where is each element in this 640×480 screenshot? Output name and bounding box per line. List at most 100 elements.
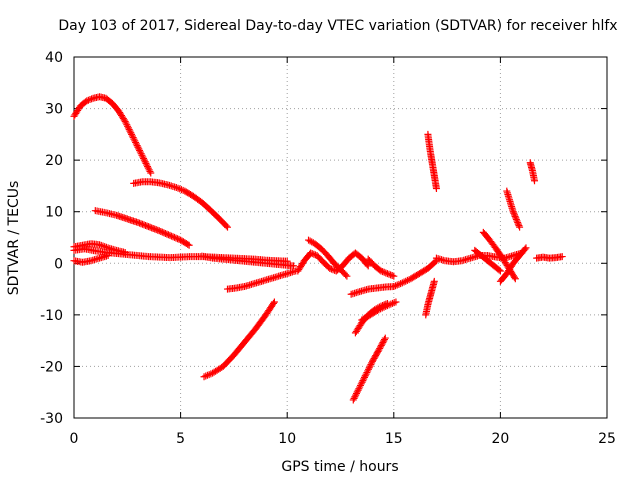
data-marker	[174, 235, 182, 243]
data-marker	[353, 388, 361, 396]
data-marker	[128, 132, 136, 140]
data-marker	[160, 229, 168, 237]
data-marker	[512, 214, 520, 222]
data-marker	[355, 385, 363, 393]
data-marker	[307, 249, 315, 257]
data-marker	[356, 383, 364, 391]
data-marker	[125, 126, 133, 134]
data-marker	[380, 337, 388, 345]
data-marker	[203, 371, 211, 379]
data-marker	[352, 391, 360, 399]
data-marker	[379, 339, 387, 347]
data-marker	[381, 334, 389, 342]
data-marker	[430, 277, 438, 285]
data-marker	[495, 266, 503, 274]
data-marker	[172, 234, 180, 242]
data-marker	[511, 275, 519, 283]
data-marker	[402, 277, 410, 285]
data-marker	[327, 265, 335, 273]
data-marker	[137, 150, 145, 158]
data-marker	[382, 269, 390, 277]
data-marker	[102, 243, 110, 251]
data-marker	[383, 302, 391, 310]
axis-ticks	[73, 56, 608, 419]
data-marker	[383, 270, 391, 278]
data-marker	[169, 233, 177, 241]
data-marker	[166, 231, 174, 239]
data-marker	[377, 267, 385, 275]
data-marker	[405, 276, 413, 284]
data-marker	[496, 267, 504, 275]
series-arc-b	[130, 178, 232, 231]
data-marker	[167, 232, 175, 240]
data-marker	[84, 96, 92, 104]
series-arc-g	[198, 252, 298, 270]
y-tick-label: 10	[45, 205, 63, 221]
data-marker	[510, 211, 518, 219]
series-arc-n	[358, 298, 400, 324]
data-marker	[134, 143, 142, 151]
series-arc-q	[390, 257, 440, 290]
y-tick-label: 0	[54, 256, 63, 272]
data-marker	[175, 235, 183, 243]
data-marker	[360, 373, 368, 381]
data-marker	[352, 390, 360, 398]
y-tick-label: -10	[40, 308, 63, 324]
data-marker	[342, 271, 350, 279]
data-marker	[521, 245, 529, 253]
data-marker	[516, 223, 524, 231]
data-marker	[185, 241, 193, 249]
y-tick-label: 40	[45, 50, 63, 66]
data-marker	[510, 273, 518, 281]
data-marker	[357, 380, 365, 388]
data-marker	[179, 186, 187, 194]
data-marker	[361, 372, 369, 380]
data-marker	[129, 134, 137, 142]
data-marker	[86, 96, 94, 104]
data-marker	[393, 281, 401, 289]
data-marker	[400, 278, 408, 286]
data-marker	[176, 185, 184, 193]
y-tick-label: -30	[40, 411, 63, 427]
data-marker	[364, 262, 372, 270]
data-marker	[376, 343, 384, 351]
data-marker	[140, 155, 148, 163]
data-marker	[270, 298, 278, 306]
data-marker	[363, 261, 371, 269]
data-marker	[389, 299, 397, 307]
series-arc-y	[526, 159, 539, 185]
grid-lines	[74, 57, 607, 418]
data-marker	[377, 305, 385, 313]
data-marker	[308, 250, 316, 258]
data-marker	[101, 243, 109, 251]
data-marker	[121, 117, 129, 125]
data-marker	[432, 185, 440, 193]
data-marker	[132, 138, 140, 146]
series-arc-k	[305, 236, 351, 280]
data-marker	[96, 241, 104, 249]
chart-title: Day 103 of 2017, Sidereal Day-to-day VTE…	[58, 18, 617, 34]
data-marker	[343, 272, 351, 280]
series-arc-w	[503, 187, 524, 231]
data-marker	[387, 300, 395, 308]
data-marker	[155, 227, 163, 235]
data-marker	[207, 370, 215, 378]
data-marker	[121, 248, 129, 256]
data-marker	[310, 250, 318, 258]
data-marker	[366, 362, 374, 370]
data-marker	[364, 365, 372, 373]
data-marker	[510, 209, 518, 217]
data-marker	[362, 370, 370, 378]
data-marker	[177, 186, 185, 194]
data-marker	[184, 240, 192, 248]
data-marker	[224, 223, 232, 231]
data-marker	[205, 371, 213, 379]
data-marker	[138, 151, 146, 159]
y-tick-label: -20	[40, 359, 63, 375]
series-arc-j	[294, 249, 372, 275]
data-marker	[511, 212, 519, 220]
y-axis-title: SDTVAR / TECUs	[6, 181, 22, 296]
data-marker	[531, 177, 539, 185]
data-marker	[380, 336, 388, 344]
